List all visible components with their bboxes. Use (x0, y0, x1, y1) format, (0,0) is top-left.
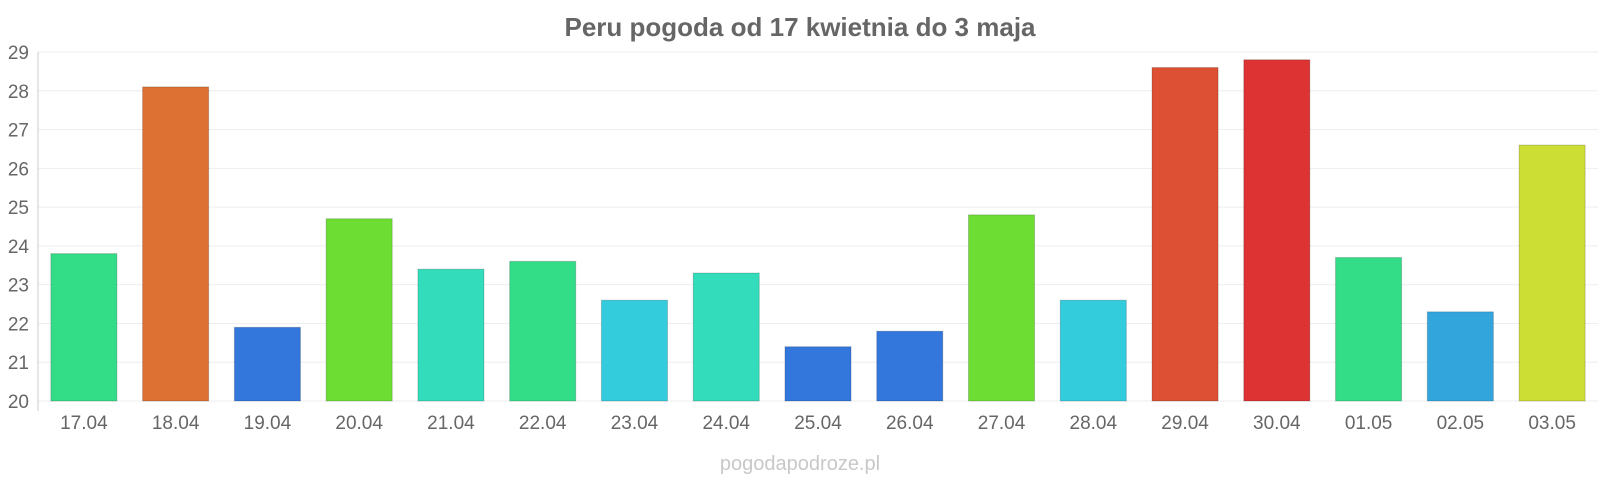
x-tick-label: 24.04 (702, 413, 750, 434)
x-axis: 17.04 18.04 19.04 20.04 21.04 22.04 23.04 24.04… (60, 413, 1576, 434)
x-tick-label: 23.04 (611, 413, 659, 434)
x-tick-label: 28.04 (1070, 413, 1118, 434)
bar-22.04 (509, 260, 577, 402)
x-tick-label: 02.05 (1437, 413, 1485, 434)
bar-21.04 (417, 268, 485, 402)
x-tick-label: 27.04 (978, 413, 1026, 434)
y-tick-label: 22 (8, 314, 29, 335)
bar-30.04 (1243, 59, 1311, 402)
bar-24.04 (692, 272, 760, 402)
bars (50, 59, 1586, 402)
y-tick-label: 20 (8, 392, 29, 413)
x-tick-label: 19.04 (244, 413, 292, 434)
y-tick-label: 24 (8, 237, 30, 258)
bar-27.04 (967, 214, 1036, 402)
bar-20.04 (325, 218, 393, 402)
y-tick-label: 25 (8, 198, 29, 219)
x-tick-label: 30.04 (1253, 413, 1301, 434)
y-axis: 20 21 22 23 24 25 26 27 28 29 (8, 43, 39, 413)
x-tick-label: 20.04 (335, 413, 383, 434)
bar-29.04 (1151, 67, 1219, 402)
chart-title: Peru pogoda od 17 kwietnia do 3 maja (565, 12, 1037, 42)
y-tick-label: 28 (8, 82, 29, 103)
x-tick-label: 26.04 (886, 413, 934, 434)
bar-26.04 (876, 330, 944, 402)
x-tick-label: 22.04 (519, 413, 567, 434)
y-tick-label: 23 (8, 276, 29, 297)
x-tick-label: 17.04 (60, 413, 108, 434)
x-tick-label: 01.05 (1345, 413, 1393, 434)
bar-28.04 (1059, 299, 1127, 402)
y-tick-label: 29 (8, 43, 29, 64)
x-tick-label: 25.04 (794, 413, 842, 434)
x-tick-label: 21.04 (427, 413, 475, 434)
x-tick-label: 03.05 (1528, 413, 1576, 434)
bar-01.05 (1335, 257, 1403, 402)
bar-23.04 (600, 299, 669, 402)
y-tick-label: 27 (8, 121, 29, 142)
y-tick-label: 26 (8, 159, 29, 180)
bar-18.04 (142, 86, 210, 402)
bar-17.04 (50, 253, 118, 402)
y-tick-label: 21 (8, 353, 29, 374)
bar-03.05 (1518, 144, 1586, 402)
watermark-text: pogodapodroze.pl (720, 453, 880, 475)
bar-02.05 (1426, 311, 1494, 402)
x-tick-label: 29.04 (1161, 413, 1209, 434)
bar-19.04 (233, 326, 301, 402)
x-tick-label: 18.04 (152, 413, 200, 434)
bar-25.04 (784, 346, 852, 402)
